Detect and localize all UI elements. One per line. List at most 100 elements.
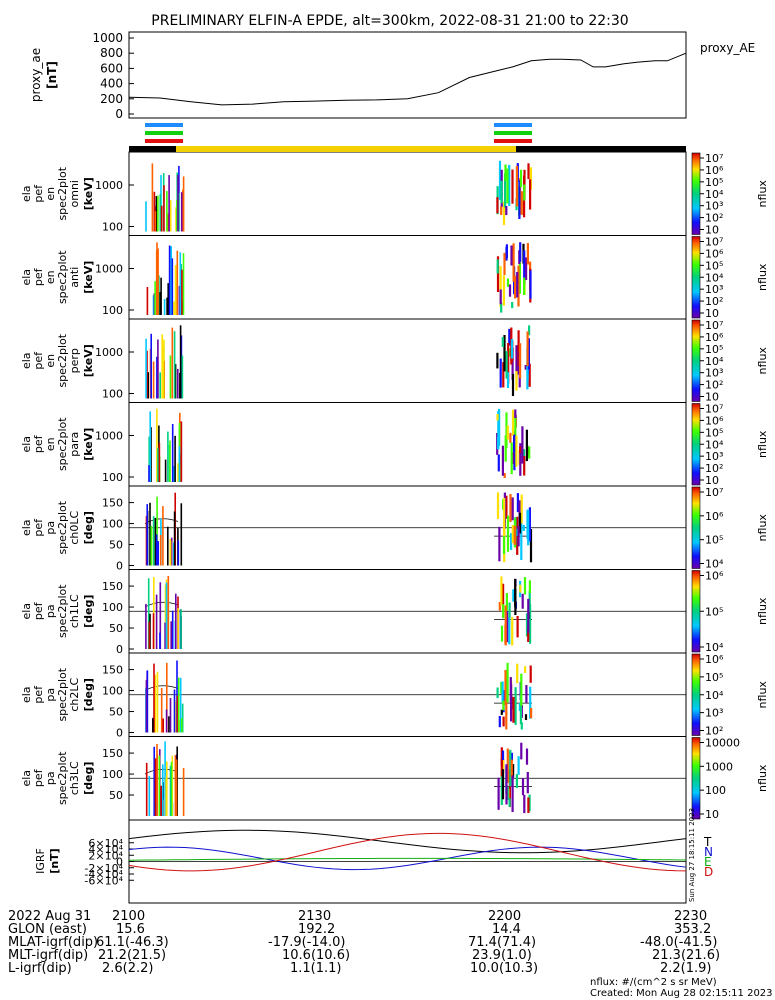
spectrogram-streak: [173, 331, 176, 399]
orbit-time-2100: 2100: [112, 909, 146, 924]
spectrogram-streak: [156, 671, 159, 733]
spectrogram-streak: [179, 252, 182, 315]
spectrogram-streak: [159, 372, 161, 399]
orbit-mlt-2100: 21.2(21.5): [98, 948, 167, 963]
panel-frame-1: [128, 151, 687, 236]
spectrogram-streak: [163, 339, 165, 399]
spectrogram-blob: [500, 302, 503, 313]
spectrogram-streak: [148, 436, 150, 482]
spectrogram-blob: [498, 408, 501, 446]
panel-frame-4: [128, 402, 687, 487]
spectrogram-blob: [503, 335, 506, 372]
spectrogram-streak: [162, 506, 164, 566]
igrf-east-line: [128, 857, 687, 861]
igrf-tick-label: 6×10⁴: [88, 837, 123, 850]
orbit-l-2100: 2.6(2.2): [102, 961, 154, 976]
spectrogram-blob: [515, 345, 518, 379]
panel-7-ylabel: ch2LC: [68, 678, 81, 712]
proxy-ae-tick-label: 200: [100, 92, 123, 106]
panel-2-yunit: [keV]: [82, 261, 95, 294]
orbit-time-2230: 2230: [674, 909, 708, 924]
panel-1-ylabel: spec2plot: [56, 166, 69, 220]
panel-4-colorbar-label: 10³: [705, 450, 723, 463]
spectrogram-streak: [176, 200, 178, 232]
spectrogram-blob: [516, 493, 519, 513]
orbit-mlat-label: MLAT-igrf(dip): [8, 935, 99, 950]
coverage-bar-early: [145, 131, 183, 135]
panel-7-ylabel: spec2plot: [56, 667, 69, 721]
panel-7-colorbar-label: 10⁵: [705, 671, 723, 684]
spectrogram-blob: [520, 191, 523, 215]
spectrogram-streak: [157, 248, 159, 315]
panel-6-ylabel: pef: [32, 601, 45, 620]
igrf-legend-E: E: [704, 855, 712, 869]
panel-3-colorbar-label: 10³: [705, 367, 723, 380]
spectrogram-blob: [502, 362, 505, 388]
orbit-glon-2230: 353.2: [674, 922, 712, 937]
spectrogram-streak: [177, 608, 180, 649]
spectrogram-streak: [156, 356, 158, 399]
proxy-ae-tick-label: 800: [100, 46, 123, 60]
spectrogram-blob: [501, 681, 504, 703]
spectrogram-blob: [505, 206, 508, 216]
panel-2-colorbar-label: 10⁶: [705, 247, 724, 260]
spectrogram-streak: [180, 421, 183, 482]
panel-frame-2: [128, 235, 687, 320]
panel-6-colorbar-label: 10⁵: [705, 605, 723, 618]
igrf-down-line: [128, 832, 687, 872]
panel-5-colorbar-title: nflux: [756, 514, 769, 542]
spectrogram-streak: [173, 689, 176, 733]
orbit-time-2130: 2130: [298, 909, 332, 924]
panel-6-tick-label: 0: [116, 643, 123, 656]
spectrogram-blob: [506, 748, 509, 783]
panel-3-ylabel: ela: [20, 352, 33, 369]
spectrogram-blob: [511, 775, 514, 812]
chart-marks: [128, 52, 701, 872]
spectrogram-streak: [163, 299, 166, 315]
proxy-ae-frame: [128, 31, 687, 119]
spectrogram-streak: [154, 281, 156, 315]
panel-8-tick-label: 100: [102, 768, 123, 781]
spectrogram-blob: [496, 256, 500, 292]
panel-1-yunit: [keV]: [82, 177, 95, 210]
panel-2-tick-label: 100: [102, 304, 123, 317]
spectrogram-blob: [518, 254, 521, 294]
footer-created: Created: Mon Aug 28 02:15:11 2023: [590, 988, 773, 999]
panel-2-colorbar-label: 10²: [705, 295, 723, 308]
igrf-tick-label: -2×10⁴: [84, 862, 123, 875]
spectrogram-streak: [175, 593, 177, 649]
panel-4-colorbar: [691, 403, 701, 486]
spectrogram-blob: [519, 169, 523, 188]
orbit-mlt-2230: 21.3(21.6): [652, 948, 721, 963]
panel-8-colorbar-label: 1000: [705, 760, 733, 773]
proxy-ae-ylabel: proxy_ae: [29, 48, 43, 102]
spectrogram-blob: [520, 520, 523, 560]
spectrogram-blob: [527, 598, 530, 633]
spectrogram-streak: [178, 446, 181, 482]
spectrogram-blob: [503, 473, 506, 478]
panel-5-ylabel: pa: [44, 521, 57, 535]
panel-1-ylabel: en: [44, 187, 57, 201]
spectrogram-blob: [511, 373, 515, 396]
panel-7-tick-label: 150: [102, 664, 123, 677]
spectrogram-blob: [502, 583, 505, 605]
spectrogram-blob: [505, 764, 508, 805]
spectrogram-blob: [504, 164, 507, 181]
spectrogram-blob: [528, 507, 531, 542]
spectrogram-streak: [147, 578, 150, 649]
proxy-ae-tick-label: 400: [100, 77, 123, 91]
spectrogram-blob: [529, 529, 533, 563]
igrf-yunit: [nT]: [48, 848, 61, 873]
spectrogram-blob: [526, 243, 529, 265]
spectrogram-streak: [169, 355, 172, 399]
spectrogram-blob: [498, 526, 501, 562]
spectrogram-streak: [154, 211, 157, 232]
spectrogram-streak: [153, 577, 155, 649]
spectrogram-streak: [167, 213, 169, 232]
spectrogram-blob: [508, 798, 511, 807]
spectrogram-blob: [498, 716, 501, 728]
panel-7-tick-label: 0: [116, 727, 123, 740]
spectrogram-streak: [152, 718, 154, 733]
panel-8-tick-label: 150: [102, 747, 123, 760]
spectrogram-streak: [168, 175, 170, 232]
